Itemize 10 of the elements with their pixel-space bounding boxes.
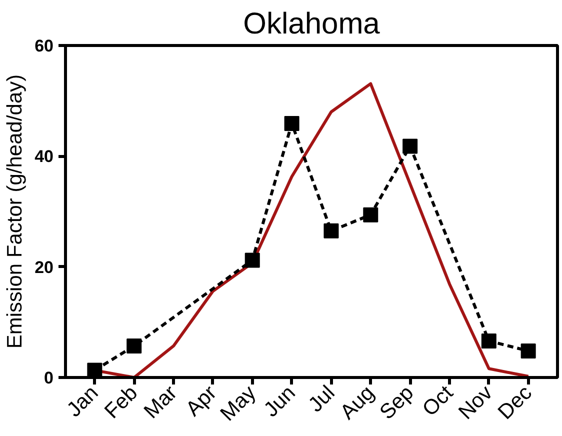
chart-title: Oklahoma xyxy=(243,8,380,40)
y-tick-label: 60 xyxy=(34,36,54,56)
y-tick-label: 40 xyxy=(34,147,54,166)
y-tick-label: 0 xyxy=(44,368,54,388)
x-tick-label: Feb xyxy=(100,381,142,424)
x-tick-label: Jun xyxy=(260,381,300,422)
y-tick-label: 20 xyxy=(34,258,54,277)
x-tick-label: Jan xyxy=(62,381,103,422)
x-tick-label: Mar xyxy=(140,381,182,424)
y-axis-title: Emission Factor (g/head/day) xyxy=(4,74,27,349)
